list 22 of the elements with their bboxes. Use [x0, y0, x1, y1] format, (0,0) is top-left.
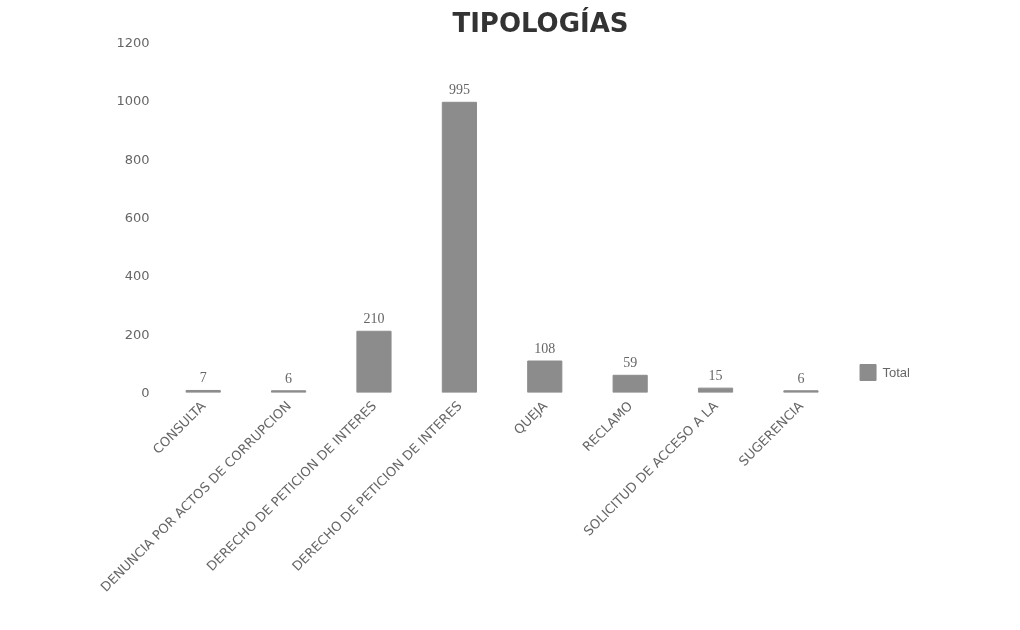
data-label: 210: [363, 311, 385, 327]
data-label: 15: [708, 368, 723, 384]
bar: [441, 101, 477, 393]
data-label: 6: [285, 370, 293, 386]
data-label: 7: [199, 370, 207, 386]
y-tick-label: 800: [124, 151, 150, 167]
bar: [356, 330, 392, 393]
legend-label: Total: [882, 364, 910, 380]
y-tick-label: 400: [124, 268, 150, 284]
data-label: 59: [623, 355, 638, 371]
y-tick-label: 0: [141, 385, 150, 400]
y-tick-label: 1200: [116, 35, 150, 50]
y-tick-label: 1000: [116, 93, 150, 109]
data-label: 995: [448, 82, 470, 98]
bar: [612, 374, 648, 393]
bar: [697, 387, 734, 393]
bar: [527, 360, 563, 393]
y-tick-label: 200: [124, 326, 150, 342]
data-label: 6: [797, 370, 805, 386]
data-label: 108: [534, 341, 556, 356]
chart-title: TIPOLOGÍAS: [452, 6, 629, 38]
y-tick-label: 600: [124, 210, 150, 225]
